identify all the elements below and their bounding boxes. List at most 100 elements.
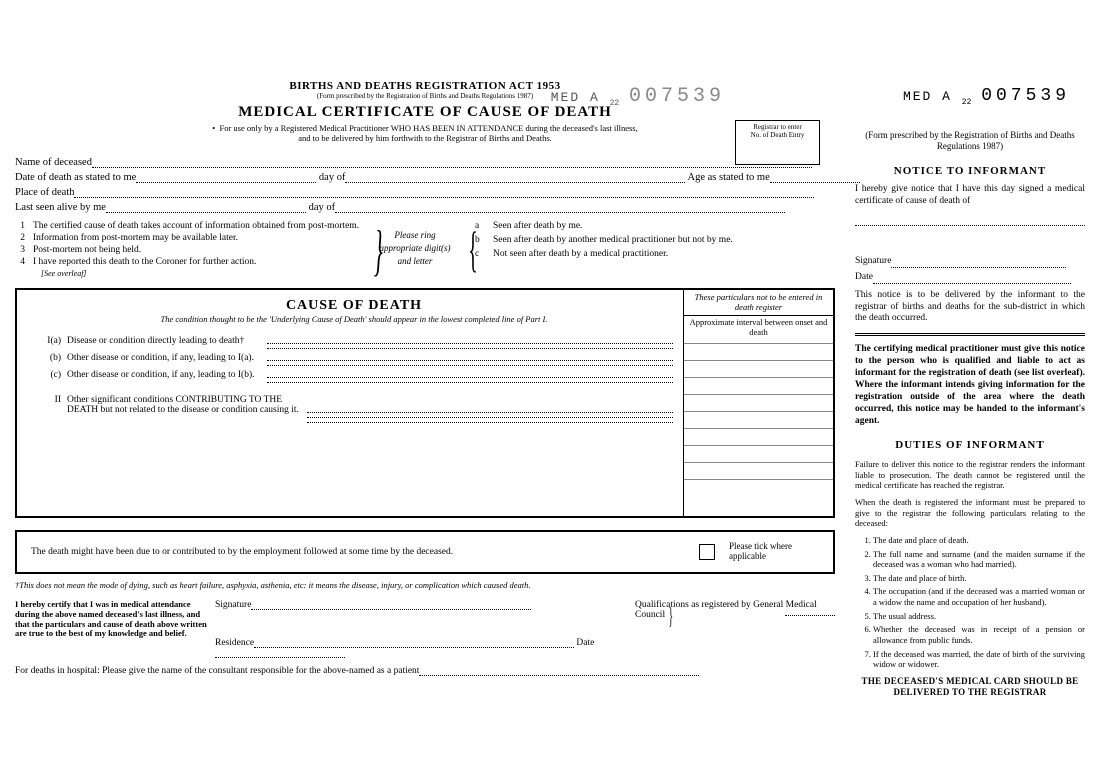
usage-line-1: For use only by a Registered Medical Pra… (219, 123, 637, 133)
cod-Ib-field-2[interactable] (267, 365, 673, 366)
cod-Ib-field[interactable] (267, 353, 673, 361)
usage-note: • For use only by a Registered Medical P… (15, 123, 835, 143)
usage-line-2: and to be delivered by him forthwith to … (298, 133, 552, 143)
place-field[interactable] (74, 188, 814, 198)
dod-month-field[interactable] (345, 173, 685, 183)
duty-item: The full name and surname (and the maide… (873, 549, 1085, 570)
notice-name-field[interactable] (855, 216, 1085, 226)
cod-II-text: Other significant conditions CONTRIBUTIN… (67, 395, 307, 415)
interval-row[interactable] (684, 378, 833, 395)
form-number-left: MED A 22 007539 (551, 85, 725, 108)
signature-label: Signature (215, 600, 251, 610)
dod-label: Date of death as stated to me (15, 172, 136, 183)
stamp-number: 007539 (629, 85, 725, 108)
cod-II-field-2[interactable] (307, 417, 673, 418)
cod-II-field-3[interactable] (307, 422, 673, 423)
duty-item: The occupation (and if the deceased was … (873, 586, 1085, 607)
duty-item: Whether the deceased was in receipt of a… (873, 624, 1085, 645)
cod-Ic-text: Other disease or condition, if any, lead… (67, 370, 267, 380)
duty-item: The date and place of birth. (873, 573, 1085, 584)
employment-checkbox[interactable] (699, 544, 715, 560)
notice-sig-label: Signature (855, 256, 891, 266)
cod-Ia-field-2[interactable] (267, 348, 673, 349)
employment-text: The death might have been due to or cont… (31, 547, 669, 557)
cod-main: CAUSE OF DEATH The condition thought to … (17, 290, 683, 516)
notice-sig-field[interactable] (891, 258, 1066, 268)
qualifications-column: Qualifications as registered by General … (635, 600, 835, 658)
form-number-right: MED A 22 007539 (903, 85, 1070, 108)
registrar-entry-label: Registrar to enter No. of Death Entry (751, 123, 805, 139)
notice-date-field[interactable] (873, 274, 1071, 284)
certificate-panel: MED A 22 007539 Registrar to enter No. o… (0, 0, 845, 761)
interval-row[interactable] (684, 446, 833, 463)
divider (855, 333, 1085, 336)
duty-item: The date and place of death. (873, 535, 1085, 546)
residence-field[interactable] (254, 638, 574, 648)
cod-Ia-field[interactable] (267, 336, 673, 344)
residence-label: Residence (215, 638, 254, 648)
interval-row[interactable] (684, 480, 833, 497)
duties-title: DUTIES OF INFORMANT (855, 439, 1085, 453)
pm-item-3: Post-mortem not being held. (33, 245, 141, 255)
duties-intro-1: Failure to deliver this notice to the re… (855, 459, 1085, 491)
pm-item-2: Information from post-mortem may be avai… (33, 233, 238, 243)
certification-row: I hereby certify that I was in medical a… (15, 600, 835, 658)
cause-of-death-box: CAUSE OF DEATH The condition thought to … (15, 288, 835, 518)
signature-column: Signature Residence Date (215, 600, 635, 658)
tick-label: Please tick where applicable (729, 542, 819, 562)
stamp-sub: 22 (962, 98, 972, 107)
seen-list: { aSeen after death by me. bSeen after d… (455, 221, 835, 278)
interval-row[interactable] (684, 429, 833, 446)
pm-item-1: The certified cause of death takes accou… (33, 221, 359, 231)
notice-intro: I hereby give notice that I have this da… (855, 184, 1085, 208)
aside-header: These particulars not to be entered in d… (684, 290, 833, 316)
cod-subtitle: The condition thought to be the 'Underly… (35, 314, 673, 324)
cod-II-label: II (35, 395, 67, 415)
place-label: Place of death (15, 187, 74, 198)
lastseen-month-field[interactable] (335, 203, 785, 213)
cod-Ia-label: I(a) (35, 336, 67, 346)
interval-row[interactable] (684, 395, 833, 412)
stamp-prefix: MED A (551, 90, 600, 105)
hospital-label: For deaths in hospital: Please give the … (15, 666, 419, 676)
notice-form-note: (Form prescribed by the Registration of … (855, 130, 1085, 153)
cod-Ic-field-2[interactable] (267, 382, 673, 383)
hospital-row: For deaths in hospital: Please give the … (15, 666, 835, 676)
pm-item-4: I have reported this death to the Corone… (33, 257, 256, 267)
interval-row[interactable] (684, 463, 833, 480)
notice-date-label: Date (855, 272, 873, 282)
notice-title: NOTICE TO INFORMANT (855, 165, 1085, 179)
deceased-fields: Name of deceased Date of death as stated… (15, 157, 835, 213)
employment-box: The death might have been due to or cont… (15, 530, 835, 574)
cod-title: CAUSE OF DEATH (35, 298, 673, 314)
interval-row[interactable] (684, 412, 833, 429)
ring-text: Please ring appropriate digit(s) and let… (380, 230, 451, 265)
certification-declaration: I hereby certify that I was in medical a… (15, 600, 215, 658)
stamp-sub: 22 (610, 99, 620, 108)
interval-row[interactable] (684, 361, 833, 378)
cod-Ic-label: (c) (35, 370, 67, 380)
registrar-entry-box: Registrar to enter No. of Death Entry (735, 120, 820, 165)
cod-aside: These particulars not to be entered in d… (683, 290, 833, 516)
cod-II-field[interactable] (307, 395, 673, 413)
dod-day-field[interactable] (136, 173, 316, 183)
notice-panel: MED A 22 007539 (Form prescribed by the … (845, 0, 1100, 761)
signature-field[interactable] (251, 600, 531, 610)
dayof-label: day of (319, 172, 346, 183)
dagger-note: †This does not mean the mode of dying, s… (15, 580, 835, 590)
duties-list: The date and place of death. The full na… (855, 535, 1085, 670)
interval-row[interactable] (684, 344, 833, 361)
qual-field[interactable] (785, 606, 835, 616)
duty-item: The usual address. (873, 611, 1085, 622)
date-label: Date (576, 638, 594, 648)
final-note: THE DECEASED'S MEDICAL CARD SHOULD BE DE… (855, 676, 1085, 699)
dayof-label-2: day of (309, 202, 336, 213)
consultant-field[interactable] (419, 666, 699, 676)
cod-Ic-field[interactable] (267, 370, 673, 378)
document: MED A 22 007539 Registrar to enter No. o… (0, 0, 1100, 761)
bold-paragraph: The certifying medical practitioner must… (855, 344, 1085, 427)
date-field[interactable] (215, 648, 345, 658)
lastseen-day-field[interactable] (106, 203, 306, 213)
deliver-note: This notice is to be delivered by the in… (855, 290, 1085, 326)
name-field[interactable] (92, 158, 812, 168)
